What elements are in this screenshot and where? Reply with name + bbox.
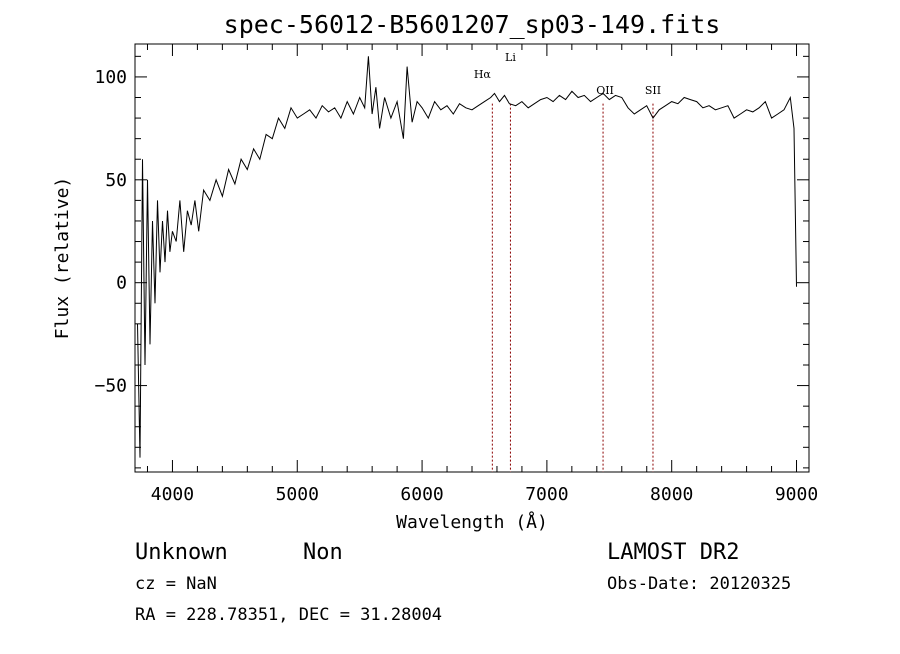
obs-date-text: Obs-Date: 20120325 [607,574,791,594]
x-tick-label: 6000 [400,484,443,505]
class-label: Unknown [135,540,228,565]
plot-frame [134,43,810,473]
x-tick-label: 7000 [525,484,568,505]
marker-label: Hα [474,68,492,81]
chart-title: spec-56012-B5601207_sp03-149.fits [224,10,721,39]
x-axis-label: Wavelength (Å) [396,511,548,533]
y-tick-labels: −50 0 50 100 [94,67,127,397]
y-tick-label: −50 [94,376,127,397]
redshift-text: cz = NaN [135,574,217,594]
line-markers: Hα Li OII SII [474,51,661,472]
marker-label: Li [505,51,516,64]
x-tick-label: 4000 [151,484,194,505]
subclass-label: Non [303,540,343,565]
marker-label: SII [645,84,661,97]
y-axis-label: Flux (relative) [52,177,73,340]
x-tick-labels: 4000 5000 6000 7000 8000 9000 [151,484,818,505]
axis-ticks [135,44,809,472]
y-tick-label: 100 [94,67,127,88]
x-tick-label: 5000 [276,484,319,505]
x-tick-label: 9000 [775,484,818,505]
x-tick-label: 8000 [650,484,693,505]
coordinates-text: RA = 228.78351, DEC = 31.28004 [135,605,442,625]
survey-label: LAMOST DR2 [607,540,739,565]
spectrum-line [137,56,797,458]
marker-label: OII [596,84,614,97]
y-tick-label: 50 [105,170,127,191]
y-tick-label: 0 [116,273,127,294]
